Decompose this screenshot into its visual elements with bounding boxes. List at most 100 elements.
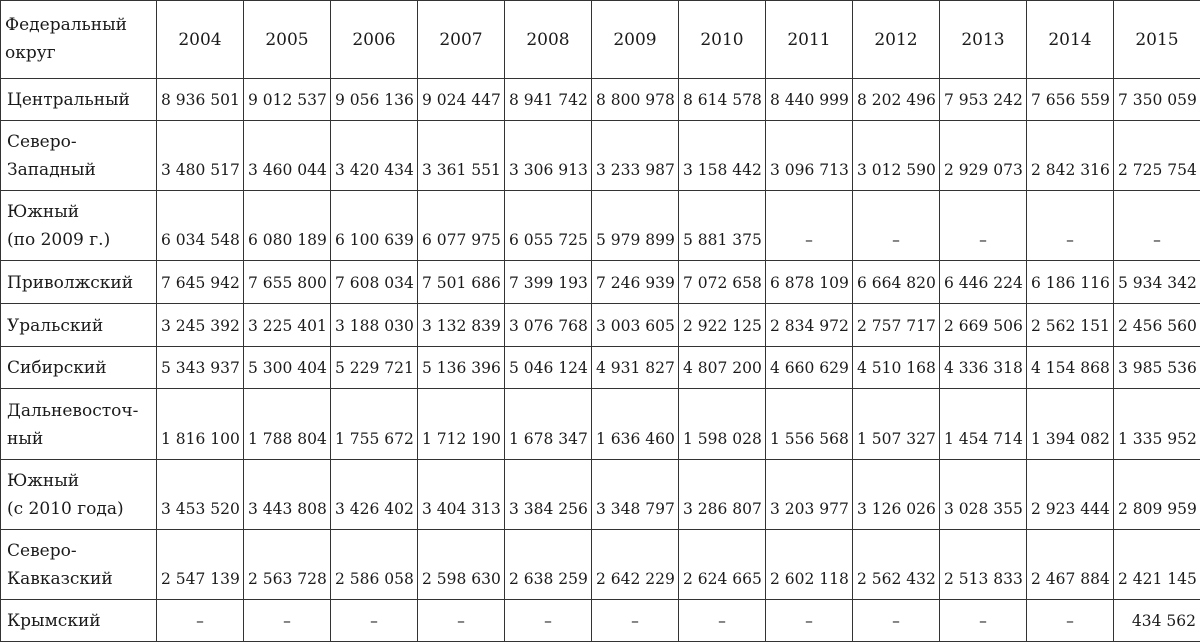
value-cell: 3 132 839: [417, 302, 505, 347]
value-cell: 6 055 725: [504, 189, 592, 262]
header-row: Федеральный округ 2004 2005 2006 2007 200…: [0, 0, 1200, 79]
value-cell: 3 480 517: [156, 119, 244, 191]
value-cell: 7 350 059: [1113, 78, 1200, 121]
value-cell: 1 454 714: [939, 388, 1027, 460]
region-column-header: Федеральный округ: [0, 0, 157, 79]
region-name-cell: Южный (по 2009 г.): [0, 189, 157, 262]
table-row: Северо- Кавказский 2 547 139 2 563 728 2 586…: [0, 528, 1200, 601]
region-name-line1: Крымский: [7, 611, 101, 631]
value-cell: 4 660 629: [765, 345, 853, 390]
value-cell: 3 404 313: [417, 458, 505, 530]
value-cell: 8 800 978: [591, 78, 679, 121]
region-name-line1: Уральский: [7, 315, 104, 336]
region-name-cell: Крымский: [0, 599, 157, 642]
region-header-line2: округ: [5, 43, 56, 63]
value-cell: 3 076 768: [504, 302, 592, 347]
value-cell: 3 188 030: [330, 302, 418, 347]
value-cell: 2 834 972: [765, 302, 853, 347]
value-cell: 2 562 432: [852, 528, 940, 601]
year-header: 2006: [330, 0, 418, 79]
value-cell: 3 453 520: [156, 458, 244, 530]
region-header-line1: Федеральный: [5, 15, 127, 35]
table-row: Сибирский 5 343 937 5 300 404 5 229 721 5 13…: [0, 345, 1200, 390]
region-name-cell: Северо- Западный: [0, 119, 157, 191]
value-cell: 5 046 124: [504, 345, 592, 390]
value-cell: 2 923 444: [1026, 458, 1114, 530]
value-cell: 3 420 434: [330, 119, 418, 191]
year-header: 2010: [678, 0, 766, 79]
value-cell: 8 614 578: [678, 78, 766, 121]
region-name-line2: Западный: [7, 159, 96, 180]
year-header: 2012: [852, 0, 940, 79]
value-cell: 1 636 460: [591, 388, 679, 460]
value-cell: 3 225 401: [243, 302, 331, 347]
table-row: Дальневосточ-ный 1 816 100 1 788 804 1 755 …: [0, 388, 1200, 460]
value-cell: 2 586 058: [330, 528, 418, 601]
value-cell: –: [939, 189, 1027, 262]
value-cell: 6 080 189: [243, 189, 331, 262]
value-cell: 2 598 630: [417, 528, 505, 601]
value-cell: 3 012 590: [852, 119, 940, 191]
value-cell: 3 126 026: [852, 458, 940, 530]
value-cell: 6 034 548: [156, 189, 244, 262]
year-header: 2015: [1113, 0, 1200, 79]
value-cell: 3 286 807: [678, 458, 766, 530]
value-cell: 8 202 496: [852, 78, 940, 121]
table-row: Северо- Западный 3 480 517 3 460 044 3 420 4…: [0, 119, 1200, 191]
value-cell: 2 602 118: [765, 528, 853, 601]
value-cell: –: [765, 599, 853, 642]
value-cell: –: [852, 189, 940, 262]
table-row: Уральский 3 245 392 3 225 401 3 188 030 3 13…: [0, 302, 1200, 347]
value-cell: 7 399 193: [504, 260, 592, 304]
value-cell: 7 072 658: [678, 260, 766, 304]
value-cell: 3 245 392: [156, 302, 244, 347]
value-cell: 4 336 318: [939, 345, 1027, 390]
value-cell: –: [243, 599, 331, 642]
year-header: 2013: [939, 0, 1027, 79]
region-name-cell: Южный (с 2010 года): [0, 458, 157, 530]
value-cell: 5 343 937: [156, 345, 244, 390]
value-cell: 1 335 952: [1113, 388, 1200, 460]
value-cell: 5 229 721: [330, 345, 418, 390]
value-cell: 5 979 899: [591, 189, 679, 262]
region-name-cell: Центральный: [0, 78, 157, 121]
value-cell: –: [852, 599, 940, 642]
value-cell: 9 012 537: [243, 78, 331, 121]
value-cell: 2 563 728: [243, 528, 331, 601]
value-cell: 2 642 229: [591, 528, 679, 601]
value-cell: 9 056 136: [330, 78, 418, 121]
value-cell: 1 556 568: [765, 388, 853, 460]
value-cell: 6 446 224: [939, 260, 1027, 304]
table-row: Крымский – – – – – – – – – – –434 562: [0, 599, 1200, 642]
value-cell: 3 361 551: [417, 119, 505, 191]
region-name-line2: ный: [7, 428, 44, 449]
value-cell: 3 985 536: [1113, 345, 1200, 390]
value-cell: 6 186 116: [1026, 260, 1114, 304]
value-cell: 4 154 868: [1026, 345, 1114, 390]
region-name-line1: Северо-: [7, 131, 77, 152]
value-cell: 3 384 256: [504, 458, 592, 530]
value-cell: 5 300 404: [243, 345, 331, 390]
value-cell: 2 725 754: [1113, 119, 1200, 191]
value-cell: 3 203 977: [765, 458, 853, 530]
value-cell: –: [156, 599, 244, 642]
value-cell: 3 003 605: [591, 302, 679, 347]
value-cell: 2 929 073: [939, 119, 1027, 191]
value-cell: 434 562: [1113, 599, 1200, 642]
value-cell: 4 807 200: [678, 345, 766, 390]
value-cell: 3 096 713: [765, 119, 853, 191]
value-cell: 1 816 100: [156, 388, 244, 460]
value-cell: 4 931 827: [591, 345, 679, 390]
value-cell: 2 467 884: [1026, 528, 1114, 601]
value-cell: 1 712 190: [417, 388, 505, 460]
value-cell: 6 100 639: [330, 189, 418, 262]
value-cell: 2 669 506: [939, 302, 1027, 347]
value-cell: 1 788 804: [243, 388, 331, 460]
value-cell: 1 507 327: [852, 388, 940, 460]
value-cell: 1 755 672: [330, 388, 418, 460]
table-row: Приволжский 7 645 942 7 655 800 7 608 034 7 …: [0, 260, 1200, 304]
value-cell: 2 456 560: [1113, 302, 1200, 347]
region-name-line2: Кавказский: [7, 569, 113, 590]
value-cell: 8 941 742: [504, 78, 592, 121]
value-cell: –: [765, 189, 853, 262]
